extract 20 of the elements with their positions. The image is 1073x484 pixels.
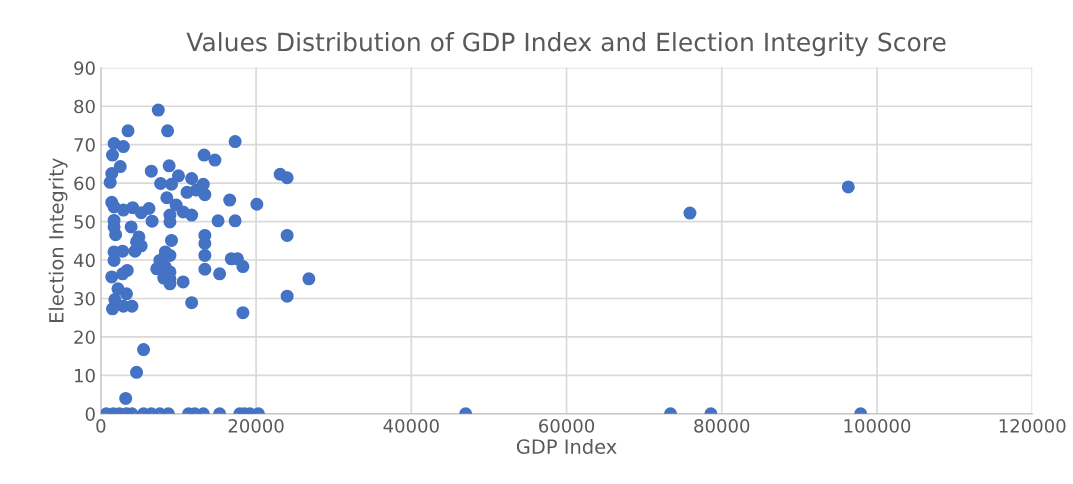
y-tick-label: 50 bbox=[74, 215, 95, 229]
x-tick-label: 120000 bbox=[999, 419, 1066, 433]
x-tick-label: 20000 bbox=[228, 419, 284, 433]
chart-title: Values Distribution of GDP Index and Election Integrity Score bbox=[186, 32, 946, 57]
x-tick-label: 40000 bbox=[383, 419, 439, 433]
x-tick-label: 100000 bbox=[844, 419, 911, 433]
y-tick-label: 0 bbox=[85, 407, 95, 421]
x-tick-label: 60000 bbox=[539, 419, 595, 433]
y-tick-label: 70 bbox=[74, 138, 95, 152]
y-tick-label: 80 bbox=[74, 99, 95, 114]
y-tick-label: 30 bbox=[74, 291, 95, 306]
y-axis-title: Election Integrity bbox=[48, 158, 68, 323]
y-tick-label: 60 bbox=[74, 176, 95, 191]
y-tick-label: 20 bbox=[74, 330, 95, 345]
x-axis-title: GDP Index bbox=[516, 438, 617, 454]
x-tick-label: 0 bbox=[96, 419, 106, 433]
y-tick-label: 40 bbox=[73, 253, 95, 268]
y-tick-label: 90 bbox=[74, 61, 95, 75]
x-tick-label: 80000 bbox=[694, 419, 750, 433]
y-tick-label: 10 bbox=[75, 368, 95, 383]
